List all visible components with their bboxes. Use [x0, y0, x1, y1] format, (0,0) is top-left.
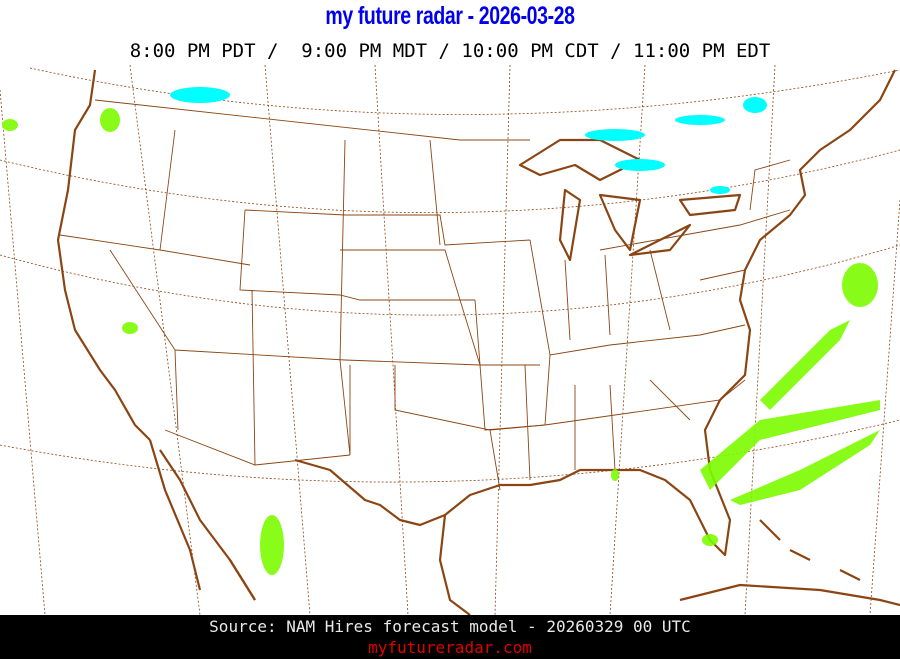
border [489, 364, 546, 481]
graticule-line [0, 149, 900, 214]
precip-band [760, 320, 850, 410]
border [159, 129, 176, 251]
border [174, 349, 540, 366]
precip-band [730, 430, 880, 505]
graticule-line [0, 419, 900, 483]
border [564, 249, 671, 341]
precip-cell [260, 515, 284, 575]
great-lakes [518, 138, 742, 262]
pacific-coast [56, 69, 151, 441]
precip-cell [743, 97, 767, 113]
precip-cell [615, 159, 665, 171]
border [529, 239, 746, 356]
border [109, 249, 179, 431]
border [239, 209, 475, 301]
source-text: Source: NAM Hires forecast model - 20260… [209, 617, 691, 636]
precipitation-rain [2, 108, 880, 575]
precip-cell [710, 186, 730, 194]
site-link[interactable]: myfutureradar.com [368, 638, 532, 657]
graticule-line [0, 244, 900, 316]
graticule-line [374, 65, 409, 615]
cuba-coast [679, 583, 900, 607]
border [749, 159, 791, 211]
footer: Source: NAM Hires forecast model - 20260… [0, 615, 900, 659]
precip-cell [122, 322, 138, 334]
state-borders [59, 99, 791, 491]
border [574, 379, 691, 471]
radar-map [0, 65, 900, 615]
border [699, 269, 746, 281]
graticule-line [494, 65, 511, 615]
border [599, 209, 791, 251]
precip-cell [611, 469, 619, 481]
border [94, 99, 530, 141]
border [340, 249, 481, 366]
graticule-line [0, 89, 46, 615]
precip-cell [842, 263, 878, 307]
precip-cell [100, 108, 120, 132]
mexico-gulf [438, 514, 471, 615]
precip-cell [702, 534, 718, 546]
mexico-pacific [229, 559, 256, 601]
border [251, 289, 256, 466]
border [394, 365, 501, 491]
precip-cell [170, 87, 230, 103]
precip-band [700, 400, 880, 490]
graticule-line [869, 199, 900, 615]
precip-cell [675, 115, 725, 125]
graticule [0, 65, 900, 615]
precip-cell [585, 129, 645, 141]
valid-times: 8:00 PM PDT / 9:00 PM MDT / 10:00 PM CDT… [129, 40, 771, 62]
bahamas [759, 519, 861, 581]
gulf-coast [294, 458, 732, 557]
page-title: my future radar - 2026-03-28 [325, 2, 575, 30]
border [164, 429, 351, 466]
border [474, 299, 551, 431]
border [244, 209, 531, 246]
coastlines [56, 69, 900, 615]
graticule-line [29, 67, 900, 115]
precip-cell [2, 119, 18, 131]
border [429, 139, 441, 246]
precipitation-snow [170, 87, 767, 194]
atlantic-coast [703, 69, 896, 471]
graticule-line [129, 65, 201, 615]
